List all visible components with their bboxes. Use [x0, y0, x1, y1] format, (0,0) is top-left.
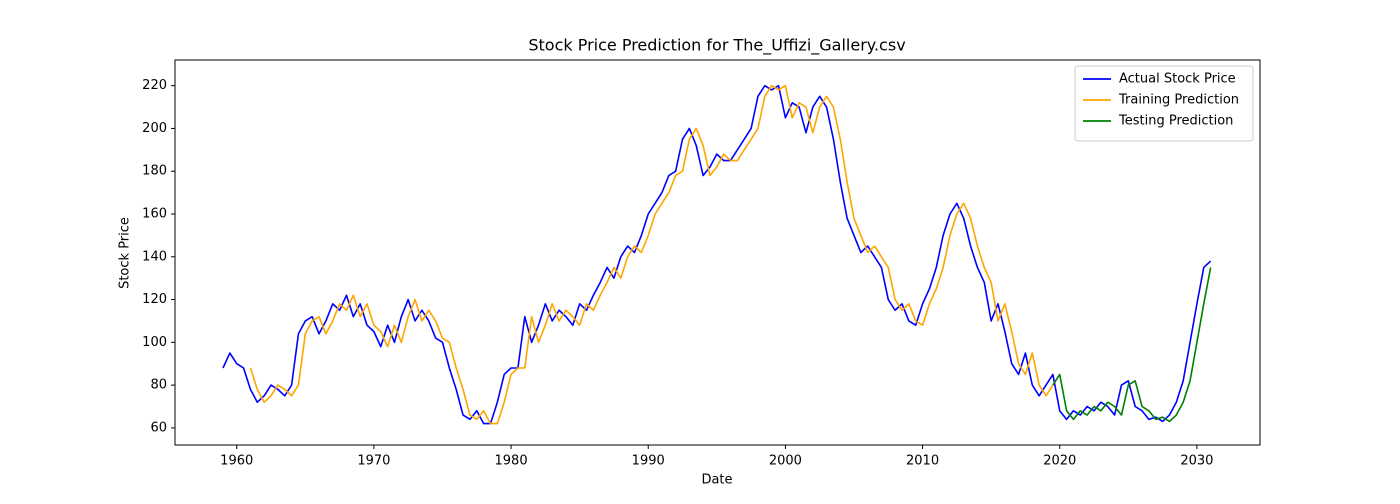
legend-box [1074, 65, 1254, 142]
y-tick-label: 140 [142, 249, 167, 264]
x-tick-label: 1970 [357, 454, 390, 469]
legend-label: Training Prediction [1118, 93, 1239, 108]
x-tick-label: 2030 [1180, 454, 1213, 469]
series-line [222, 84, 1212, 425]
y-tick-label: 60 [150, 420, 167, 435]
y-tick-label: 180 [142, 164, 167, 179]
y-tick-label: 80 [150, 378, 167, 393]
y-tick-label: 120 [142, 292, 167, 307]
x-tick-label: 2020 [1043, 454, 1076, 469]
x-tick-label: 1980 [495, 454, 528, 469]
chart-title: Stock Price Prediction for The_Uffizi_Ga… [528, 36, 905, 56]
y-tick-label: 220 [142, 78, 167, 93]
y-tick-label: 160 [142, 207, 167, 222]
x-axis-label: Date [701, 473, 732, 488]
x-tick-label: 2010 [906, 454, 939, 469]
axes-frame [174, 59, 1261, 446]
x-tick-label: 1990 [632, 454, 665, 469]
y-axis-label: Stock Price [118, 217, 133, 289]
legend-label: Actual Stock Price [1119, 72, 1236, 87]
x-tick-label: 1960 [220, 454, 253, 469]
legend-label: Testing Prediction [1118, 114, 1233, 129]
y-tick-label: 100 [142, 335, 167, 350]
series-line [249, 84, 1054, 425]
series-line [1052, 267, 1212, 423]
y-tick-label: 200 [142, 121, 167, 136]
plot-area [222, 84, 1212, 425]
x-tick-label: 2000 [769, 454, 802, 469]
